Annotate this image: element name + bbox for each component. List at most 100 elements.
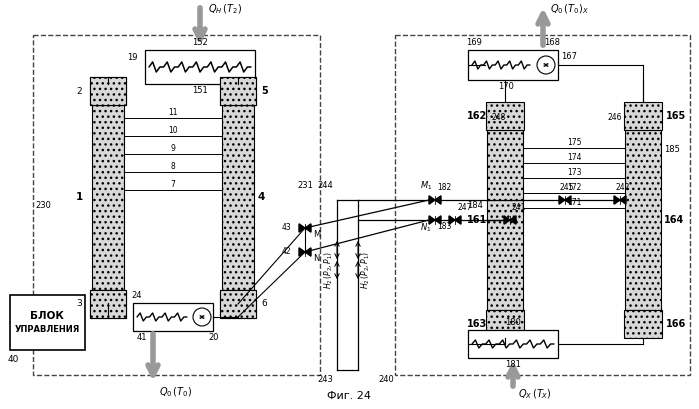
Text: 164: 164 bbox=[664, 215, 684, 225]
Text: $H_2\,(P_2, P_1)$: $H_2\,(P_2, P_1)$ bbox=[360, 251, 373, 289]
Text: $H_2\,(P_2, P_1)$: $H_2\,(P_2, P_1)$ bbox=[322, 251, 335, 289]
Text: 167: 167 bbox=[561, 52, 577, 61]
Bar bbox=[487, 130, 523, 310]
Text: 243: 243 bbox=[317, 375, 333, 384]
Bar bbox=[220, 77, 256, 105]
Text: 19: 19 bbox=[127, 53, 138, 62]
Text: N: N bbox=[313, 254, 319, 263]
Text: $N_1$: $N_1$ bbox=[420, 222, 431, 234]
Polygon shape bbox=[305, 224, 311, 232]
Text: 170: 170 bbox=[498, 82, 514, 91]
Text: 6: 6 bbox=[261, 299, 267, 308]
Polygon shape bbox=[449, 216, 455, 224]
Bar bbox=[220, 77, 256, 105]
Bar bbox=[222, 105, 254, 290]
Bar bbox=[625, 130, 661, 310]
Polygon shape bbox=[429, 196, 435, 204]
Text: 43: 43 bbox=[281, 222, 291, 231]
Text: БЛОК: БЛОК bbox=[30, 311, 64, 321]
Polygon shape bbox=[620, 196, 626, 204]
Text: 241: 241 bbox=[512, 203, 526, 212]
Bar bbox=[220, 290, 256, 318]
Text: 172: 172 bbox=[567, 183, 581, 192]
Polygon shape bbox=[435, 216, 441, 224]
Text: 184: 184 bbox=[467, 200, 483, 209]
Text: 161: 161 bbox=[467, 215, 487, 225]
Bar bbox=[10, 295, 85, 350]
Text: $Q_0\,(T_0)_X$: $Q_0\,(T_0)_X$ bbox=[550, 2, 589, 16]
Bar bbox=[90, 290, 126, 318]
Polygon shape bbox=[435, 196, 441, 204]
Bar bbox=[468, 50, 558, 80]
Text: 242: 242 bbox=[615, 183, 629, 192]
Bar bbox=[486, 310, 524, 338]
Bar bbox=[395, 35, 690, 375]
Text: 175: 175 bbox=[567, 138, 582, 147]
Text: Фиг. 24: Фиг. 24 bbox=[327, 391, 371, 401]
Text: 4: 4 bbox=[257, 192, 264, 202]
Text: 40: 40 bbox=[8, 355, 20, 364]
Polygon shape bbox=[305, 248, 311, 256]
Polygon shape bbox=[299, 224, 305, 232]
Text: 3: 3 bbox=[76, 299, 82, 308]
Bar bbox=[220, 290, 256, 318]
Text: 171: 171 bbox=[567, 198, 581, 207]
Text: 11: 11 bbox=[168, 108, 178, 117]
Bar bbox=[486, 102, 524, 130]
Text: 248: 248 bbox=[492, 113, 506, 122]
Text: 180: 180 bbox=[505, 318, 521, 327]
Bar bbox=[624, 310, 662, 338]
Bar bbox=[92, 105, 124, 290]
Text: 7: 7 bbox=[171, 180, 175, 189]
Text: 1: 1 bbox=[76, 192, 83, 202]
Text: $Q_X\,(T_X)$: $Q_X\,(T_X)$ bbox=[518, 387, 552, 401]
Polygon shape bbox=[565, 196, 571, 204]
Text: $Q_0\,(T_0)$: $Q_0\,(T_0)$ bbox=[159, 385, 192, 399]
Text: 5: 5 bbox=[261, 86, 268, 96]
Bar bbox=[33, 35, 320, 375]
Polygon shape bbox=[299, 248, 305, 256]
Text: 20: 20 bbox=[208, 333, 219, 342]
Text: 2: 2 bbox=[76, 86, 82, 95]
Polygon shape bbox=[429, 216, 435, 224]
Bar bbox=[468, 330, 558, 358]
Text: $M_1$: $M_1$ bbox=[420, 180, 433, 192]
Text: 245: 245 bbox=[560, 183, 575, 192]
Text: 182: 182 bbox=[437, 183, 452, 192]
Text: M: M bbox=[313, 230, 320, 239]
Circle shape bbox=[193, 308, 211, 326]
Bar bbox=[624, 102, 662, 130]
Text: 247: 247 bbox=[457, 203, 472, 212]
Text: УПРАВЛЕНИЯ: УПРАВЛЕНИЯ bbox=[15, 326, 80, 335]
Polygon shape bbox=[510, 216, 516, 224]
Text: 41: 41 bbox=[137, 333, 147, 342]
Text: 169: 169 bbox=[466, 38, 482, 47]
Circle shape bbox=[537, 56, 555, 74]
Polygon shape bbox=[455, 216, 461, 224]
Text: 8: 8 bbox=[171, 162, 175, 171]
Text: 10: 10 bbox=[168, 126, 178, 135]
Text: 42: 42 bbox=[282, 247, 291, 256]
Text: $Q_H\,(T_2)$: $Q_H\,(T_2)$ bbox=[208, 2, 242, 16]
Text: 185: 185 bbox=[664, 144, 680, 153]
Text: 152: 152 bbox=[192, 38, 208, 47]
Text: 174: 174 bbox=[567, 153, 582, 162]
Polygon shape bbox=[614, 196, 620, 204]
Polygon shape bbox=[559, 196, 565, 204]
Text: 9: 9 bbox=[171, 144, 175, 153]
Text: 162: 162 bbox=[467, 111, 487, 121]
Text: 230: 230 bbox=[35, 200, 51, 209]
Text: 166: 166 bbox=[666, 319, 686, 329]
Bar bbox=[90, 290, 126, 318]
Text: 183: 183 bbox=[437, 222, 452, 231]
Text: 24: 24 bbox=[131, 291, 141, 300]
Text: 244: 244 bbox=[317, 180, 333, 189]
Bar bbox=[90, 77, 126, 105]
Polygon shape bbox=[504, 216, 510, 224]
Bar bbox=[145, 50, 255, 84]
Text: 246: 246 bbox=[607, 113, 621, 122]
Text: 168: 168 bbox=[544, 38, 560, 47]
Text: 163: 163 bbox=[467, 319, 487, 329]
Text: 173: 173 bbox=[567, 168, 582, 177]
Text: 181: 181 bbox=[505, 360, 521, 369]
